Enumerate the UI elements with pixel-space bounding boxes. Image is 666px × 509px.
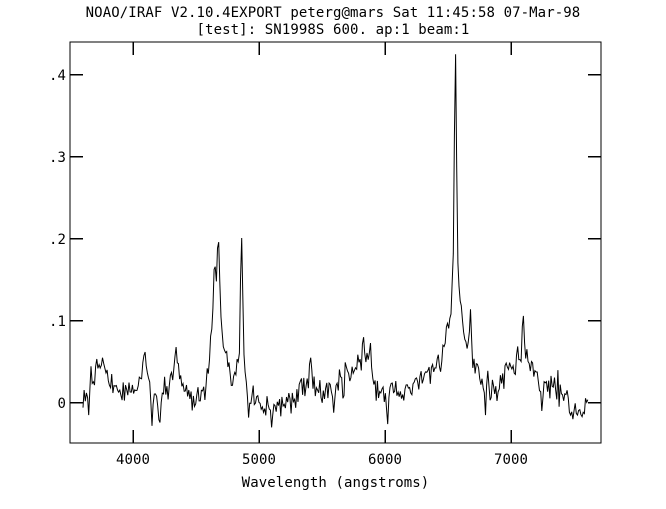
spectrum-trace xyxy=(82,54,589,428)
y-tick-label: .1 xyxy=(49,314,66,330)
plot-title-line: [test]: SN1998S 600. ap:1 beam:1 xyxy=(196,22,470,38)
y-tick-label: 0 xyxy=(57,396,66,412)
x-axis-title: Wavelength (angstroms) xyxy=(241,475,430,491)
x-tick-label: 7000 xyxy=(494,452,528,468)
y-tick-label: .4 xyxy=(49,68,66,84)
x-tick-label: 4000 xyxy=(116,452,150,468)
y-tick-label: .3 xyxy=(49,150,66,166)
y-tick-label: .2 xyxy=(49,232,66,248)
x-tick-label: 6000 xyxy=(368,452,402,468)
plot-banner-line: NOAO/IRAF V2.10.4EXPORT peterg@mars Sat … xyxy=(85,5,581,21)
plot-frame xyxy=(69,41,602,444)
x-tick-label: 5000 xyxy=(242,452,276,468)
